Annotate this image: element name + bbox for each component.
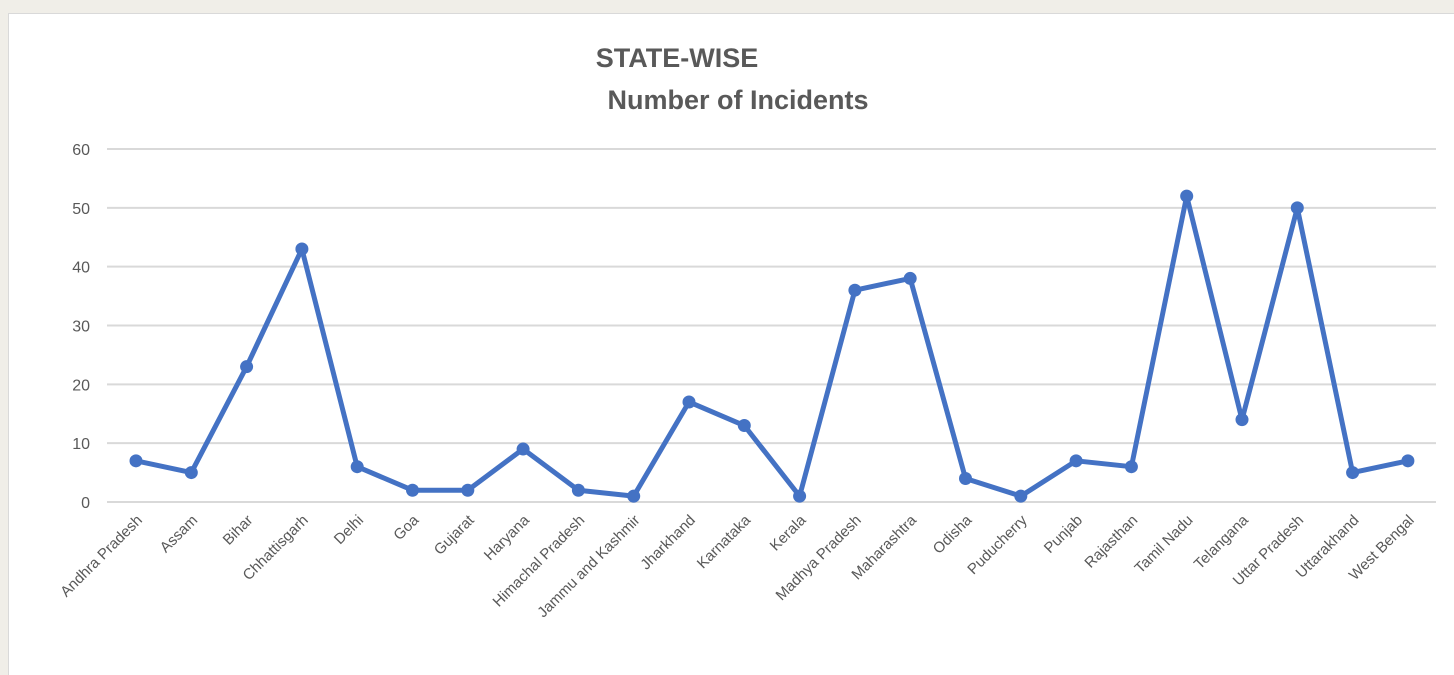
data-point bbox=[1346, 466, 1360, 480]
x-tick-label: Haryana bbox=[481, 511, 534, 564]
y-tick-label: 30 bbox=[72, 319, 90, 336]
data-point bbox=[1401, 454, 1415, 468]
data-point bbox=[571, 483, 585, 497]
chart-title-line1: STATE-WISE bbox=[596, 43, 759, 73]
x-tick-label: Goa bbox=[390, 511, 423, 544]
x-tick-label: Puducherry bbox=[964, 511, 1031, 578]
data-point bbox=[627, 489, 641, 503]
data-point bbox=[295, 242, 309, 256]
x-tick-label: Jammu and Kashmir bbox=[534, 512, 643, 621]
x-tick-label: Delhi bbox=[331, 512, 367, 548]
y-axis: 0 10 20 30 40 50 60 bbox=[72, 142, 90, 512]
data-point bbox=[1124, 460, 1138, 474]
data-point bbox=[737, 419, 751, 433]
data-point bbox=[903, 271, 917, 285]
x-tick-label: Gujarat bbox=[431, 511, 478, 558]
data-point bbox=[1290, 201, 1304, 215]
data-point bbox=[406, 483, 419, 497]
data-point bbox=[1235, 413, 1249, 427]
y-tick-label: 60 bbox=[72, 142, 90, 159]
data-point bbox=[129, 454, 143, 468]
chart-frame bbox=[8, 13, 1454, 675]
data-point bbox=[682, 395, 696, 409]
x-tick-label: Andhra Pradesh bbox=[57, 512, 146, 601]
data-point bbox=[240, 360, 254, 374]
gridlines bbox=[107, 148, 1436, 503]
x-tick-label: Rajasthan bbox=[1081, 512, 1141, 572]
x-tick-label: Jharkhand bbox=[637, 512, 699, 574]
data-point bbox=[848, 283, 862, 297]
data-point bbox=[959, 471, 972, 485]
x-tick-label: Kerala bbox=[767, 511, 810, 554]
y-tick-label: 0 bbox=[81, 495, 90, 512]
x-tick-label: Himachal Pradesh bbox=[490, 512, 589, 611]
y-tick-label: 20 bbox=[72, 377, 90, 394]
data-point bbox=[461, 483, 475, 497]
data-point bbox=[516, 442, 530, 456]
data-point bbox=[1180, 189, 1194, 203]
y-tick-label: 40 bbox=[72, 260, 90, 277]
x-tick-label: Punjab bbox=[1041, 512, 1086, 557]
x-tick-label: Assam bbox=[157, 512, 201, 556]
chart-title-line2: Number of Incidents bbox=[607, 85, 868, 115]
y-tick-label: 50 bbox=[72, 201, 90, 218]
data-point bbox=[350, 460, 364, 474]
x-tick-label: Odisha bbox=[930, 511, 976, 557]
x-tick-label: Bihar bbox=[220, 512, 257, 549]
data-point bbox=[793, 489, 807, 503]
x-tick-label: Karnataka bbox=[694, 511, 755, 572]
data-point bbox=[1069, 454, 1083, 468]
series-line bbox=[129, 189, 1415, 503]
series-line-path bbox=[133, 193, 1411, 499]
x-tick-label: Tamil Nadu bbox=[1131, 512, 1196, 577]
data-point bbox=[184, 466, 198, 480]
data-point bbox=[1014, 489, 1028, 503]
y-tick-label: 10 bbox=[72, 436, 90, 453]
